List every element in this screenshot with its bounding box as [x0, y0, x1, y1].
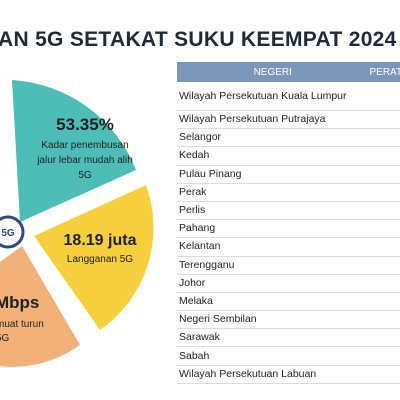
- state-cell: Wilayah Persekutuan Kuala Lumpur: [177, 82, 369, 111]
- yellow-segment: [34, 185, 154, 330]
- state-cell: Kelantan: [177, 237, 369, 257]
- percent-cell: 8: [368, 274, 400, 293]
- table-row: Johor8: [177, 274, 400, 293]
- table-row: Sarawak6: [177, 328, 400, 348]
- stat-value: 53.35%: [56, 115, 114, 134]
- stat-label: Langganan 5G: [66, 254, 134, 265]
- speed-icon: [0, 215, 25, 249]
- state-cell: Pahang: [177, 219, 369, 239]
- state-cell: Melaka: [177, 292, 369, 312]
- percent-cell: 9: [368, 365, 400, 384]
- stat-label: Kadar penembusan jalur lebar mudah alih …: [37, 140, 133, 181]
- table-row: Kelantan6: [177, 237, 400, 257]
- title: AN 5G SETAKAT SUKU KEEMPAT 2024: [0, 28, 397, 51]
- percent-cell: 7: [368, 310, 400, 330]
- percent-cell: 9: [368, 110, 400, 130]
- percent-cell: 8: [368, 183, 400, 202]
- state-cell: Wilayah Persekutuan Putrajaya: [177, 110, 369, 130]
- table-row: Kedah8: [177, 146, 400, 166]
- table-row: Wilayah Persekutuan Putrajaya9: [177, 110, 400, 130]
- stat-label: muat turun 5G: [0, 319, 44, 344]
- icon-label: 5G: [1, 228, 15, 239]
- percent-cell: 6: [368, 219, 400, 239]
- stat-value: Mbps: [0, 293, 40, 312]
- percent-cell: 9: [368, 165, 400, 184]
- state-cell: Selangor: [177, 128, 369, 148]
- state-cell: Wilayah Persekutuan Labuan: [177, 365, 369, 384]
- table-row: Selangor9: [177, 128, 400, 148]
- percent-cell: 8: [368, 146, 400, 166]
- state-cell: Negeri Sembilan: [177, 310, 369, 330]
- table-row: Negeri Sembilan7: [177, 310, 400, 330]
- state-cell: Perak: [177, 183, 369, 202]
- percent-cell: 9: [368, 201, 400, 221]
- table-row: Pulau Pinang9: [177, 165, 400, 184]
- table-row: Melaka8: [177, 292, 400, 312]
- percent-cell: 8: [368, 292, 400, 312]
- percent-cell: 9: [368, 82, 400, 111]
- percent-cell: 9: [368, 128, 400, 148]
- state-cell: Terengganu: [177, 256, 369, 275]
- stat-value: 18.19 juta: [63, 232, 137, 249]
- table-row: Wilayah Persekutuan Labuan9: [177, 365, 400, 384]
- column-header: NEGERI: [177, 62, 369, 82]
- state-cell: Perlis: [177, 201, 369, 221]
- state-table: NEGERI PERATUS Wilayah Persekutuan Kuala…: [177, 62, 400, 384]
- table-row: Terengganu7: [177, 256, 400, 275]
- state-cell: Sabah: [177, 346, 369, 366]
- column-header: PERATUS: [368, 62, 400, 82]
- percent-cell: 6: [368, 328, 400, 348]
- table-row: Perlis9: [177, 201, 400, 221]
- state-cell: Kedah: [177, 146, 369, 166]
- state-cell: Johor: [177, 274, 369, 293]
- stats-pie: 5G: [0, 80, 154, 367]
- table-row: Sabah6: [177, 346, 400, 366]
- state-cell: Pulau Pinang: [177, 165, 369, 184]
- teal-segment: [12, 80, 136, 222]
- table-row: Perak8: [177, 183, 400, 202]
- orange-segment: [0, 246, 80, 367]
- table-row: Wilayah Persekutuan Kuala Lumpur9: [177, 82, 400, 111]
- percent-cell: 7: [368, 256, 400, 275]
- state-cell: Sarawak: [177, 328, 369, 348]
- percent-cell: 6: [368, 346, 400, 366]
- table-row: Pahang6: [177, 219, 400, 239]
- percent-cell: 6: [368, 237, 400, 257]
